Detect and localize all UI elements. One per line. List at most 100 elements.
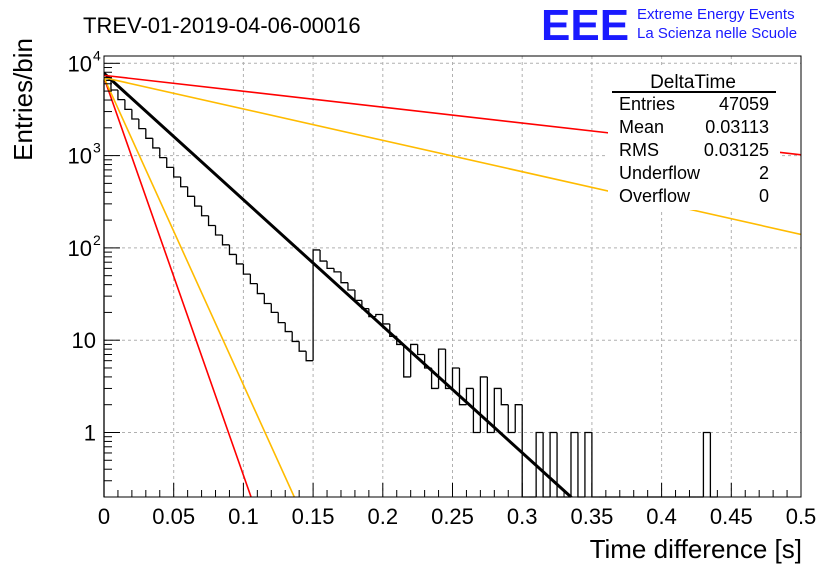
histogram-bin: [430, 367, 439, 390]
histogram-bin: [214, 225, 223, 236]
x-tick-label: 0.15: [292, 504, 335, 529]
histogram-bin: [138, 119, 146, 130]
axes: 0 0.05 0.1 0.15 0.2 0.25 0.3 0.35 0.4 0.45 0.5 1 10 1…: [68, 47, 817, 529]
histogram-bin: [465, 387, 474, 405]
logo-line-2: La Scienza nelle Scuole: [637, 25, 797, 42]
histogram-bin: [382, 314, 390, 325]
histogram-bin: [340, 271, 348, 284]
fit-line: [104, 76, 252, 497]
stats-row-value: 0.03125: [704, 140, 769, 160]
logo-eee: EEE: [541, 1, 629, 50]
x-tick-label: 0.25: [431, 504, 474, 529]
histogram-bin: [291, 331, 300, 343]
fit-line: [104, 76, 296, 497]
histogram-bin: [451, 367, 460, 389]
x-tick-label: 0.4: [646, 504, 677, 529]
stats-row-label: Underflow: [619, 163, 701, 183]
histogram-bin: [235, 254, 244, 265]
histogram-bin: [570, 431, 578, 497]
histogram-bin: [186, 186, 195, 197]
histogram-bin: [312, 249, 321, 361]
histogram-bin: [542, 432, 551, 498]
stats-row-value: 0: [759, 186, 769, 206]
plot-frame: [103, 55, 802, 498]
histogram-bin: [521, 404, 530, 498]
histogram-bin: [173, 167, 181, 178]
histogram-bin: [124, 99, 132, 111]
histogram-bin: [277, 312, 286, 324]
histogram-bin: [117, 89, 125, 101]
y-tick-exponent: 3: [93, 140, 101, 156]
histogram-bin: [305, 351, 314, 362]
y-axis-label: Entries/bin: [8, 38, 38, 161]
histogram-bin: [584, 431, 592, 497]
histogram-bin: [591, 432, 599, 498]
y-tick-label: 10: [68, 236, 92, 261]
histogram-bin: [228, 244, 237, 256]
y-tick-label: 10: [68, 144, 92, 169]
histogram-bin: [472, 388, 481, 434]
fit-line: [104, 71, 573, 497]
histogram-bin: [577, 432, 585, 498]
x-tick-label: 0.2: [368, 504, 399, 529]
histogram-bin: [507, 404, 516, 434]
histogram-bin: [193, 196, 202, 207]
stats-row-label: RMS: [619, 140, 659, 160]
x-tick-label: 0.3: [507, 504, 538, 529]
histogram-bin: [166, 157, 174, 168]
histogram-bin: [410, 343, 418, 377]
x-tick-label: 0.35: [570, 504, 613, 529]
histogram-bin: [180, 177, 188, 188]
x-tick-label: 0.5: [786, 504, 817, 529]
stats-row-label: Overflow: [619, 186, 691, 206]
logo-line-1: Extreme Energy Events: [637, 6, 795, 23]
histogram-bin: [242, 263, 251, 275]
histogram-bin: [152, 138, 160, 149]
histogram-bin: [298, 341, 307, 352]
histogram-bin: [207, 215, 216, 227]
stats-row-value: 2: [759, 163, 769, 183]
histogram-bin: [535, 431, 544, 497]
histogram-bin: [347, 282, 355, 291]
stats-box-title: DeltaTime: [650, 72, 736, 93]
histogram-bin: [333, 268, 341, 273]
y-tick-label: 1: [84, 420, 96, 445]
histogram-bin: [256, 283, 265, 295]
histogram-bin: [221, 234, 230, 246]
histogram-bin: [159, 147, 167, 159]
histogram-bin: [709, 432, 718, 498]
histogram-bin: [200, 206, 209, 217]
histogram-bin: [270, 303, 279, 314]
stats-row-value: 47059: [719, 94, 769, 114]
y-tick-exponent: 4: [93, 47, 101, 63]
x-tick-label: 0.45: [710, 504, 753, 529]
y-tick-exponent: 2: [93, 232, 101, 248]
histogram-bin: [479, 376, 488, 433]
chart-title: TREV-01-2019-04-06-00016: [83, 13, 361, 38]
stats-box-background: [608, 65, 780, 210]
histogram-bin: [375, 313, 383, 317]
histogram-bin: [326, 261, 335, 270]
histogram-bin: [417, 344, 425, 356]
y-tick-label: 10: [72, 328, 96, 353]
histogram-bin: [131, 109, 139, 120]
stats-box: DeltaTime Entries 47059 Mean 0.03113 RMS 0.03…: [608, 65, 780, 210]
stats-row-label: Mean: [619, 117, 664, 137]
histogram-bin: [319, 249, 328, 262]
histogram-bin: [145, 128, 153, 139]
stats-row-value: 0.03113: [705, 117, 769, 137]
histogram-bin: [354, 289, 362, 302]
histogram-bin: [458, 367, 467, 406]
histogram-bin: [403, 344, 411, 378]
histogram-bin: [500, 388, 509, 406]
histogram-bin: [263, 293, 272, 305]
x-tick-label: 0: [98, 504, 110, 529]
histogram-bin: [514, 404, 523, 433]
histogram-bin: [103, 79, 111, 497]
x-axis-label: Time difference [s]: [590, 534, 802, 564]
histogram-bin: [249, 274, 258, 285]
x-tick-label: 0.1: [228, 504, 259, 529]
histogram-bin: [493, 387, 502, 433]
histogram-bin: [486, 376, 495, 434]
